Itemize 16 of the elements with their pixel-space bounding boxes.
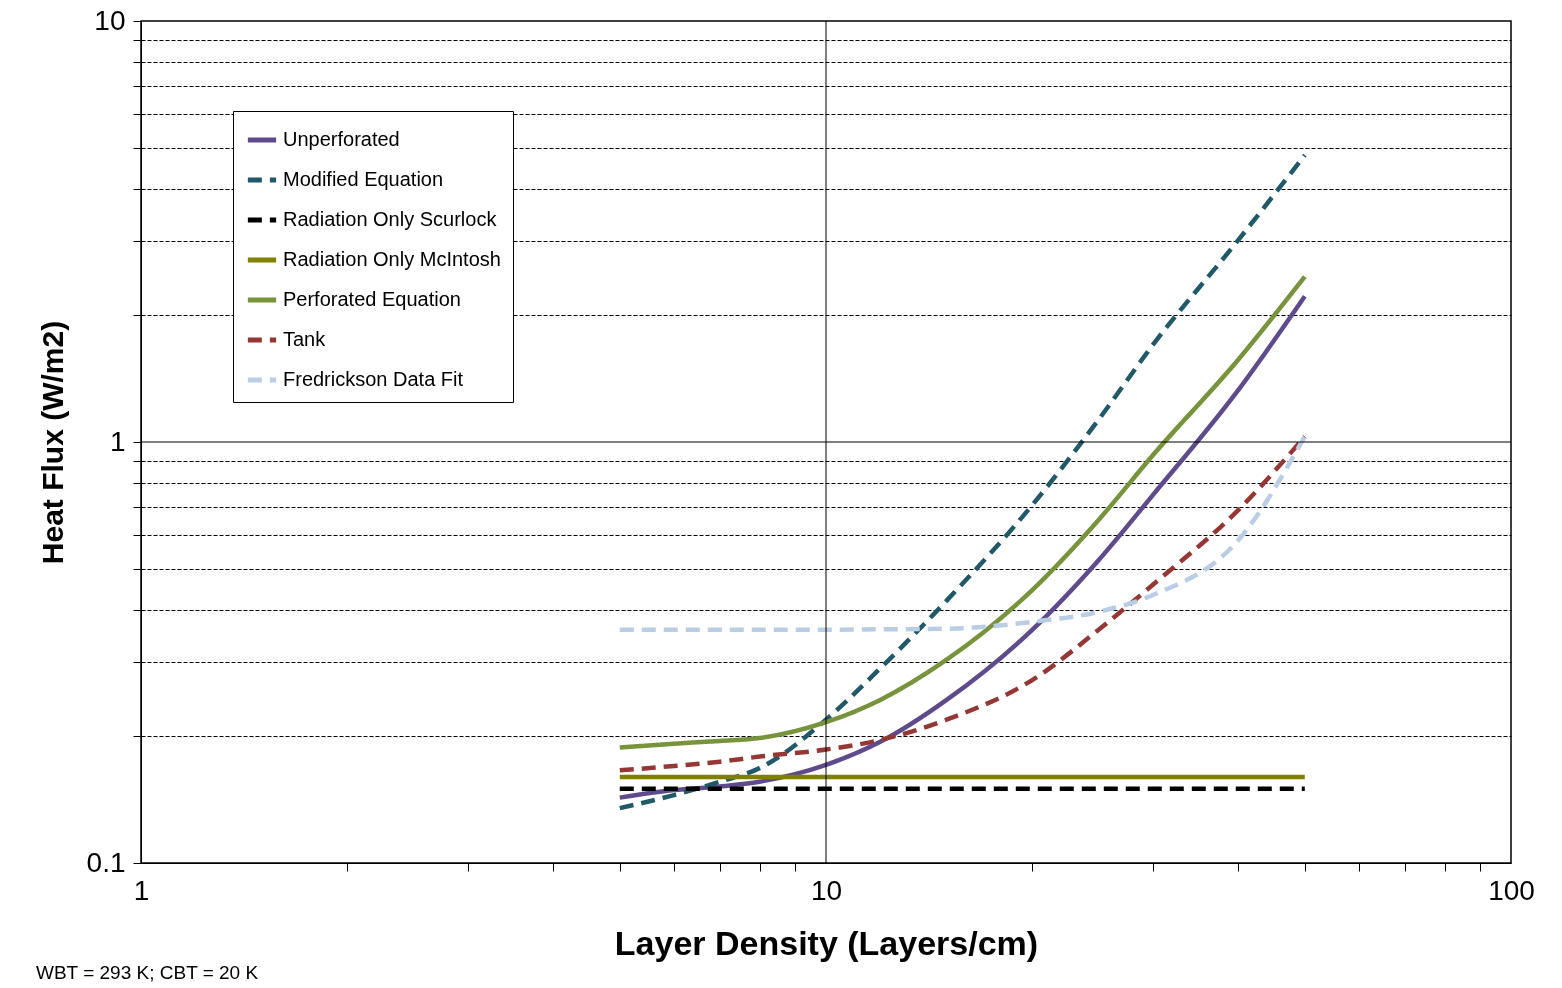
x-tick-label: 1	[133, 874, 150, 906]
legend-label: Fredrickson Data Fit	[283, 368, 464, 390]
legend-label: Tank	[283, 328, 327, 350]
y-tick-label: 0.1	[86, 846, 126, 878]
legend-label: Unperforated	[283, 128, 400, 150]
y-tick-label: 1	[109, 425, 126, 457]
legend-label: Perforated Equation	[283, 288, 461, 310]
legend-label: Modified Equation	[283, 168, 444, 190]
y-tick-label: 10	[94, 4, 126, 36]
x-tick-label: 100	[1488, 874, 1535, 906]
legend-label: Radiation Only McIntosh	[283, 248, 501, 270]
x-axis-title: Layer Density (Layers/cm)	[614, 923, 1039, 962]
legend-label: Radiation Only Scurlock	[283, 208, 498, 230]
x-tick-label: 10	[810, 874, 843, 906]
text: WBT = 293 K; CBT = 20 K	[36, 962, 259, 984]
y-axis-title: Heat Flux (W/m2)	[35, 320, 69, 565]
